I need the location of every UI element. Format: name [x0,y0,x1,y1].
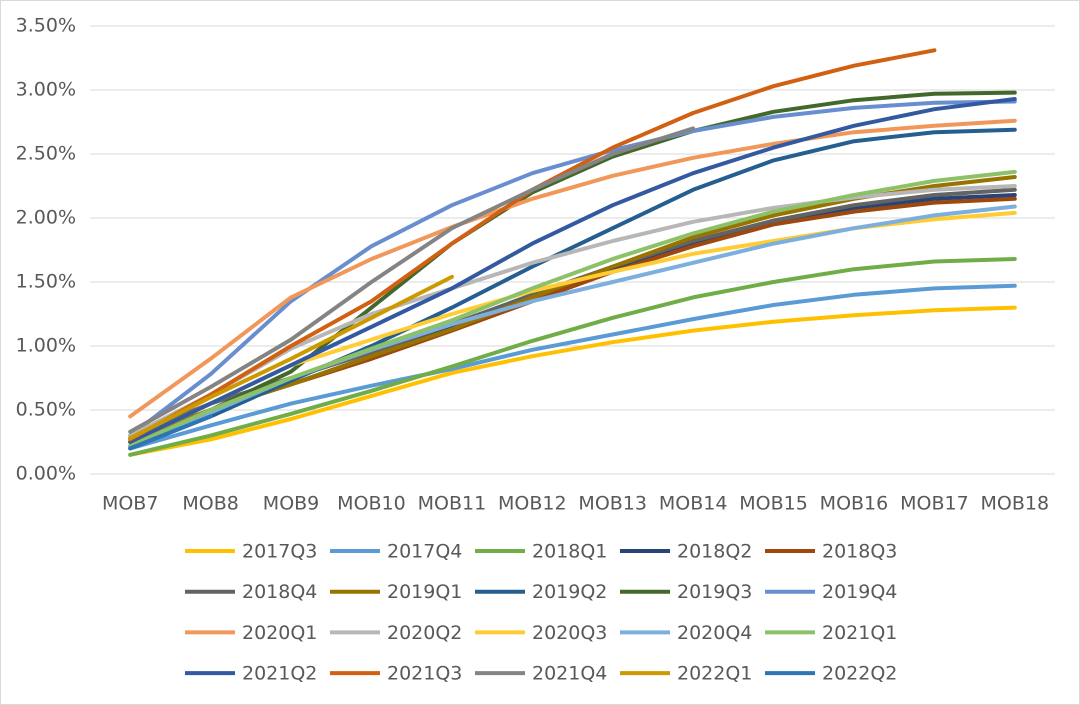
legend-label: 2018Q4 [242,581,317,603]
series-line [128,90,1017,448]
y-tick-label: 1.50% [16,271,76,293]
x-tick-label: MOB17 [900,493,969,515]
legend-label: 2019Q3 [677,581,752,603]
legend-label: 2022Q2 [822,663,897,685]
legend-label: 2018Q1 [532,541,607,563]
legend-label: 2022Q1 [677,663,752,685]
x-tick-label: MOB8 [182,493,238,515]
y-tick-label: 3.50% [16,15,76,37]
series-line [128,118,1017,419]
x-tick-label: MOB7 [102,493,158,515]
legend-label: 2017Q4 [387,541,462,563]
legend-label: 2021Q3 [387,663,462,685]
series-line [128,305,1017,457]
legend-label: 2020Q1 [242,622,317,644]
legend-label: 2018Q3 [822,541,897,563]
series-line [128,127,1017,451]
legend-label: 2020Q4 [677,622,752,644]
legend-label: 2020Q2 [387,622,462,644]
legend-label: 2019Q1 [387,581,462,603]
y-tick-label: 3.00% [16,79,76,101]
x-tick-label: MOB10 [337,493,406,515]
x-tick-label: MOB14 [659,493,728,515]
legend-label: 2021Q2 [242,663,317,685]
legend-label: 2019Q4 [822,581,897,603]
series-line [128,97,1017,444]
legend-label: 2019Q2 [532,581,607,603]
series-line [128,169,1017,448]
legend-label: 2017Q3 [242,541,317,563]
legend-label: 2021Q1 [822,622,897,644]
y-tick-label: 2.50% [16,143,76,165]
x-tick-label: MOB13 [578,493,647,515]
legend-label: 2018Q2 [677,541,752,563]
x-tick-label: MOB16 [820,493,889,515]
x-tick-label: MOB18 [981,493,1050,515]
legend-label: 2020Q3 [532,622,607,644]
series-line [128,414,213,451]
series-line [128,126,696,434]
x-tick-label: MOB9 [263,493,319,515]
x-tick-label: MOB12 [498,493,567,515]
legend-label: 2021Q4 [532,663,607,685]
series-line [128,257,1017,457]
y-tick-label: 2.00% [16,207,76,229]
series-line [128,283,1017,451]
x-tick-label: MOB11 [418,493,487,515]
y-tick-label: 1.00% [16,335,76,357]
series-line [128,99,1017,438]
y-tick-label: 0.50% [16,399,76,421]
y-tick-label: 0.00% [16,463,76,485]
series-line [128,274,454,441]
x-tick-label: MOB15 [739,493,808,515]
